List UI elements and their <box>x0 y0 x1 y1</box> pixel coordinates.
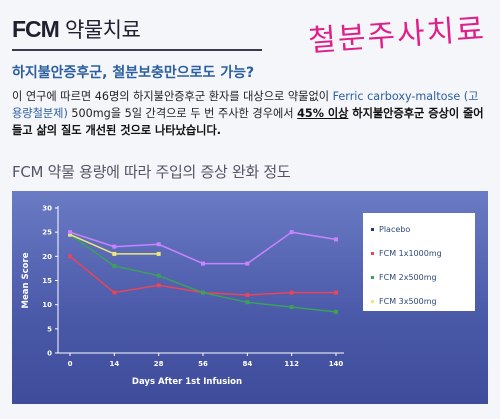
subtitle: 하지불안증후군, 철분보충만으로도 가능? <box>12 65 255 81</box>
title-underline <box>12 49 262 51</box>
y-tick-label: 5 <box>47 325 52 333</box>
y-tick-label: 15 <box>42 277 52 285</box>
legend-item: FCM 3x500mg <box>371 297 437 306</box>
x-tick-label: 56 <box>198 360 208 368</box>
data-point-2 <box>289 305 294 310</box>
series-line-4 <box>69 231 337 265</box>
legend-marker <box>371 252 374 255</box>
data-point-4 <box>201 261 205 266</box>
handwritten-note: 철분주사치료 <box>307 11 488 60</box>
x-axis-label: Days After 1st Infusion <box>132 377 242 387</box>
data-point-2 <box>112 264 117 268</box>
legend-label: FCM 2x500mg <box>379 273 437 282</box>
data-point-1 <box>289 290 294 295</box>
data-point-3 <box>68 232 72 237</box>
desc-drug-name: Ferric carboxy-maltose (고용량철분제) <box>12 90 479 120</box>
data-point-2 <box>156 273 161 278</box>
title-fcm: FCM <box>12 16 60 42</box>
data-point-3 <box>156 251 161 256</box>
desc-part3: 500mg을 5일 간격으로 두 번 주사한 경우에서 <box>67 107 298 120</box>
title-rest: 약물치료 <box>65 18 141 42</box>
data-point-1 <box>112 290 117 295</box>
y-tick-label: 20 <box>42 253 52 261</box>
legend-item: Placebo <box>371 225 410 234</box>
y-tick-label: 10 <box>42 301 52 309</box>
data-point-4 <box>289 230 294 235</box>
data-point-1 <box>68 254 72 259</box>
legend-marker <box>371 228 374 231</box>
chart-section-title: FCM 약물 용량에 따라 주입의 증상 완화 정도 <box>12 163 291 181</box>
x-tick-label: 28 <box>154 360 164 368</box>
page-title: FCM 약물치료 <box>12 14 141 44</box>
legend-item: FCM 2x500mg <box>371 273 437 282</box>
description: 이 연구에 따르면 46명의 하지불안증후군 환자를 대상으로 약물없이 Fer… <box>12 88 488 139</box>
chart-legend: Placebo FCM 1x1000mg FCM 2x500mg FCM 3x500m… <box>363 213 475 311</box>
x-tick-label: 84 <box>242 360 252 368</box>
data-point-4 <box>156 242 161 247</box>
legend-item: FCM 1x1000mg <box>371 249 442 258</box>
y-tick-label: 0 <box>47 350 52 358</box>
data-point-1 <box>156 283 161 288</box>
desc-part1: 이 연구에 따르면 46명의 하지불안증후군 환자를 대상으로 약물없이 <box>12 90 333 103</box>
data-point-4 <box>245 261 250 266</box>
y-axis-label: Mean Score <box>21 252 31 308</box>
desc-conclusion: 하지불안증후군 증상이 줄어들고 삶의 질도 개선된 것으로 나타났습니다. <box>12 107 484 137</box>
line-chart: 0 5 10 15 20 25 30 0 14 28 56 84 112 140 Days After 1s… <box>21 205 344 387</box>
x-tick-label: 14 <box>109 360 119 368</box>
x-tick-label: 140 <box>329 360 344 368</box>
data-point-1 <box>245 293 250 297</box>
data-point-2 <box>334 309 338 314</box>
data-point-2 <box>201 290 205 295</box>
data-point-3 <box>112 251 117 256</box>
chart-panel: 0 5 10 15 20 25 30 0 14 28 56 84 112 140 Days After 1s… <box>12 191 488 404</box>
legend-label: FCM 3x500mg <box>379 297 437 306</box>
series-line-2 <box>69 233 337 313</box>
data-point-4 <box>334 237 338 242</box>
legend-marker <box>371 276 374 279</box>
legend-label: Placebo <box>379 225 411 234</box>
legend-marker <box>371 300 374 303</box>
x-tick-label: 0 <box>68 360 73 368</box>
data-point-4 <box>112 244 117 249</box>
y-tick-label: 30 <box>42 205 52 213</box>
x-tick-label: 112 <box>284 360 299 368</box>
data-point-2 <box>245 300 250 305</box>
y-tick-label: 25 <box>42 229 52 237</box>
data-point-4 <box>68 230 72 235</box>
legend-label: FCM 1x1000mg <box>379 249 442 258</box>
data-point-1 <box>334 290 338 295</box>
desc-highlight: 45% 이상 <box>297 107 349 120</box>
